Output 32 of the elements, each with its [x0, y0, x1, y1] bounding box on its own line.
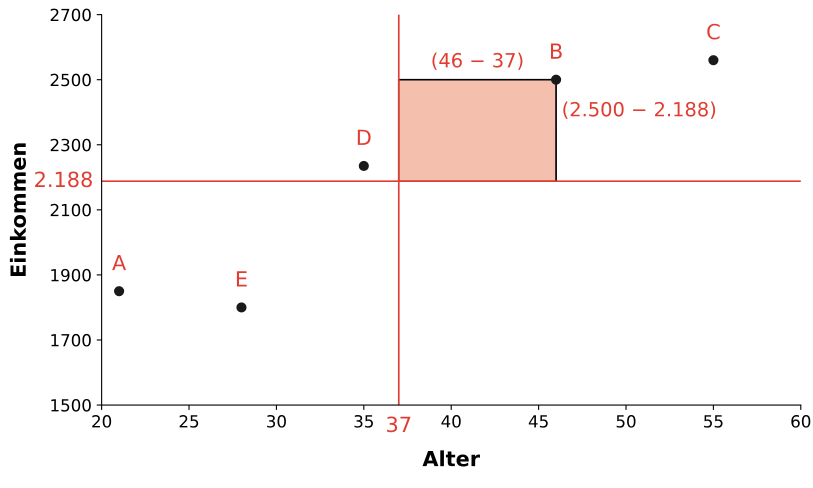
annotation: B	[550, 44, 562, 59]
x-tick-label: 35	[354, 415, 373, 428]
y-tick-label: 1500	[51, 399, 91, 412]
x-axis-title: Alter	[422, 450, 480, 466]
point	[551, 74, 562, 85]
y-tick-label: 2100	[50, 204, 91, 216]
annotation: C	[707, 24, 720, 40]
x-tick-label: 25	[180, 415, 198, 428]
x-tick-label: 30	[267, 415, 286, 428]
y-tick-label: 1700	[51, 334, 91, 347]
point	[236, 302, 247, 313]
annotation: E	[236, 271, 247, 286]
ref-line-label: 2.188	[35, 171, 92, 188]
x-tick-label: 45	[528, 415, 548, 428]
x-tick-label: 50	[616, 415, 636, 428]
y-tick-label: 2500	[50, 74, 91, 86]
point	[358, 160, 369, 172]
x-tick-label: 20	[92, 415, 112, 428]
point	[114, 286, 124, 296]
annotation: (2.500 − 2.188)	[563, 102, 716, 119]
y-tick-label: 2300	[50, 138, 91, 152]
point	[708, 55, 718, 66]
annotation: (46 − 37)	[432, 52, 522, 70]
annotation: A	[112, 254, 126, 270]
x-tick-label: 60	[791, 415, 810, 428]
x-tick-label: 40	[441, 415, 461, 428]
y-tick-label: 2700	[50, 8, 91, 22]
ref-line-label: 37	[387, 416, 410, 432]
annotation: D	[358, 130, 371, 145]
x-tick-label: 55	[704, 415, 723, 428]
y-axis-title: Einkommen	[10, 143, 26, 276]
y-tick-label: 1900	[51, 268, 91, 282]
